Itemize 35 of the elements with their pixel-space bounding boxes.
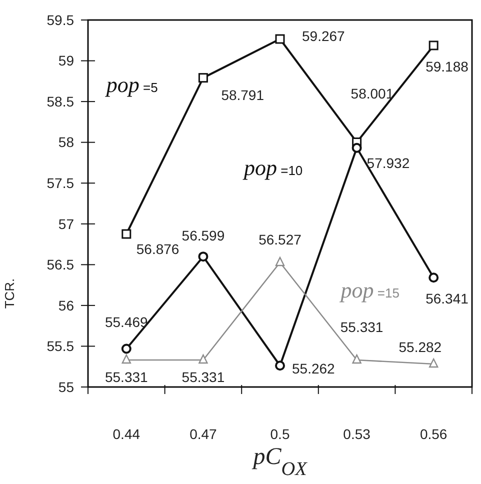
x-tick-label: 0.47 (190, 426, 218, 442)
data-label: 55.331 (182, 369, 225, 386)
data-label: 55.469 (104, 314, 148, 330)
x-tick-label: 0.53 (343, 426, 371, 442)
data-label: 55.331 (104, 369, 148, 386)
x-tick-label: 0.56 (420, 426, 448, 442)
data-label: 55.282 (398, 339, 442, 355)
y-tick-label: 58.5 (46, 93, 74, 110)
data-label: 56.876 (136, 241, 180, 257)
series-label: pop =15 (338, 277, 400, 302)
y-tick-label: 59.5 (46, 12, 74, 28)
data-label: 55.331 (340, 319, 384, 336)
y-tick-label: 56.5 (46, 256, 74, 273)
data-label: 57.932 (366, 154, 410, 171)
data-label: 59.188 (426, 58, 469, 74)
x-tick-label: 0.44 (112, 426, 140, 442)
y-tick-label: 56 (58, 297, 74, 314)
series-label: pop =10 (242, 154, 303, 180)
y-axis-title: TCR. (2, 278, 17, 309)
data-label: 55.262 (292, 360, 336, 377)
data-label: 58.001 (350, 85, 394, 102)
y-tick-label: 58 (58, 134, 74, 150)
data-label: 59.267 (302, 28, 346, 44)
y-tick-label: 59 (58, 52, 74, 69)
data-label: 56.599 (182, 228, 225, 244)
x-tick-label: 0.5 (270, 426, 290, 442)
y-tick-label: 55 (58, 378, 74, 395)
x-axis-title: pC$_{OX}$ (251, 444, 308, 480)
y-tick-label: 57.5 (46, 175, 74, 192)
y-tick-label: 57 (58, 216, 74, 232)
series-label: pop =5 (104, 72, 158, 97)
y-tick-label: 55.5 (46, 338, 74, 354)
data-label: 58.791 (221, 86, 264, 103)
data-label: 56.341 (426, 290, 469, 307)
data-label: 56.527 (258, 231, 302, 248)
